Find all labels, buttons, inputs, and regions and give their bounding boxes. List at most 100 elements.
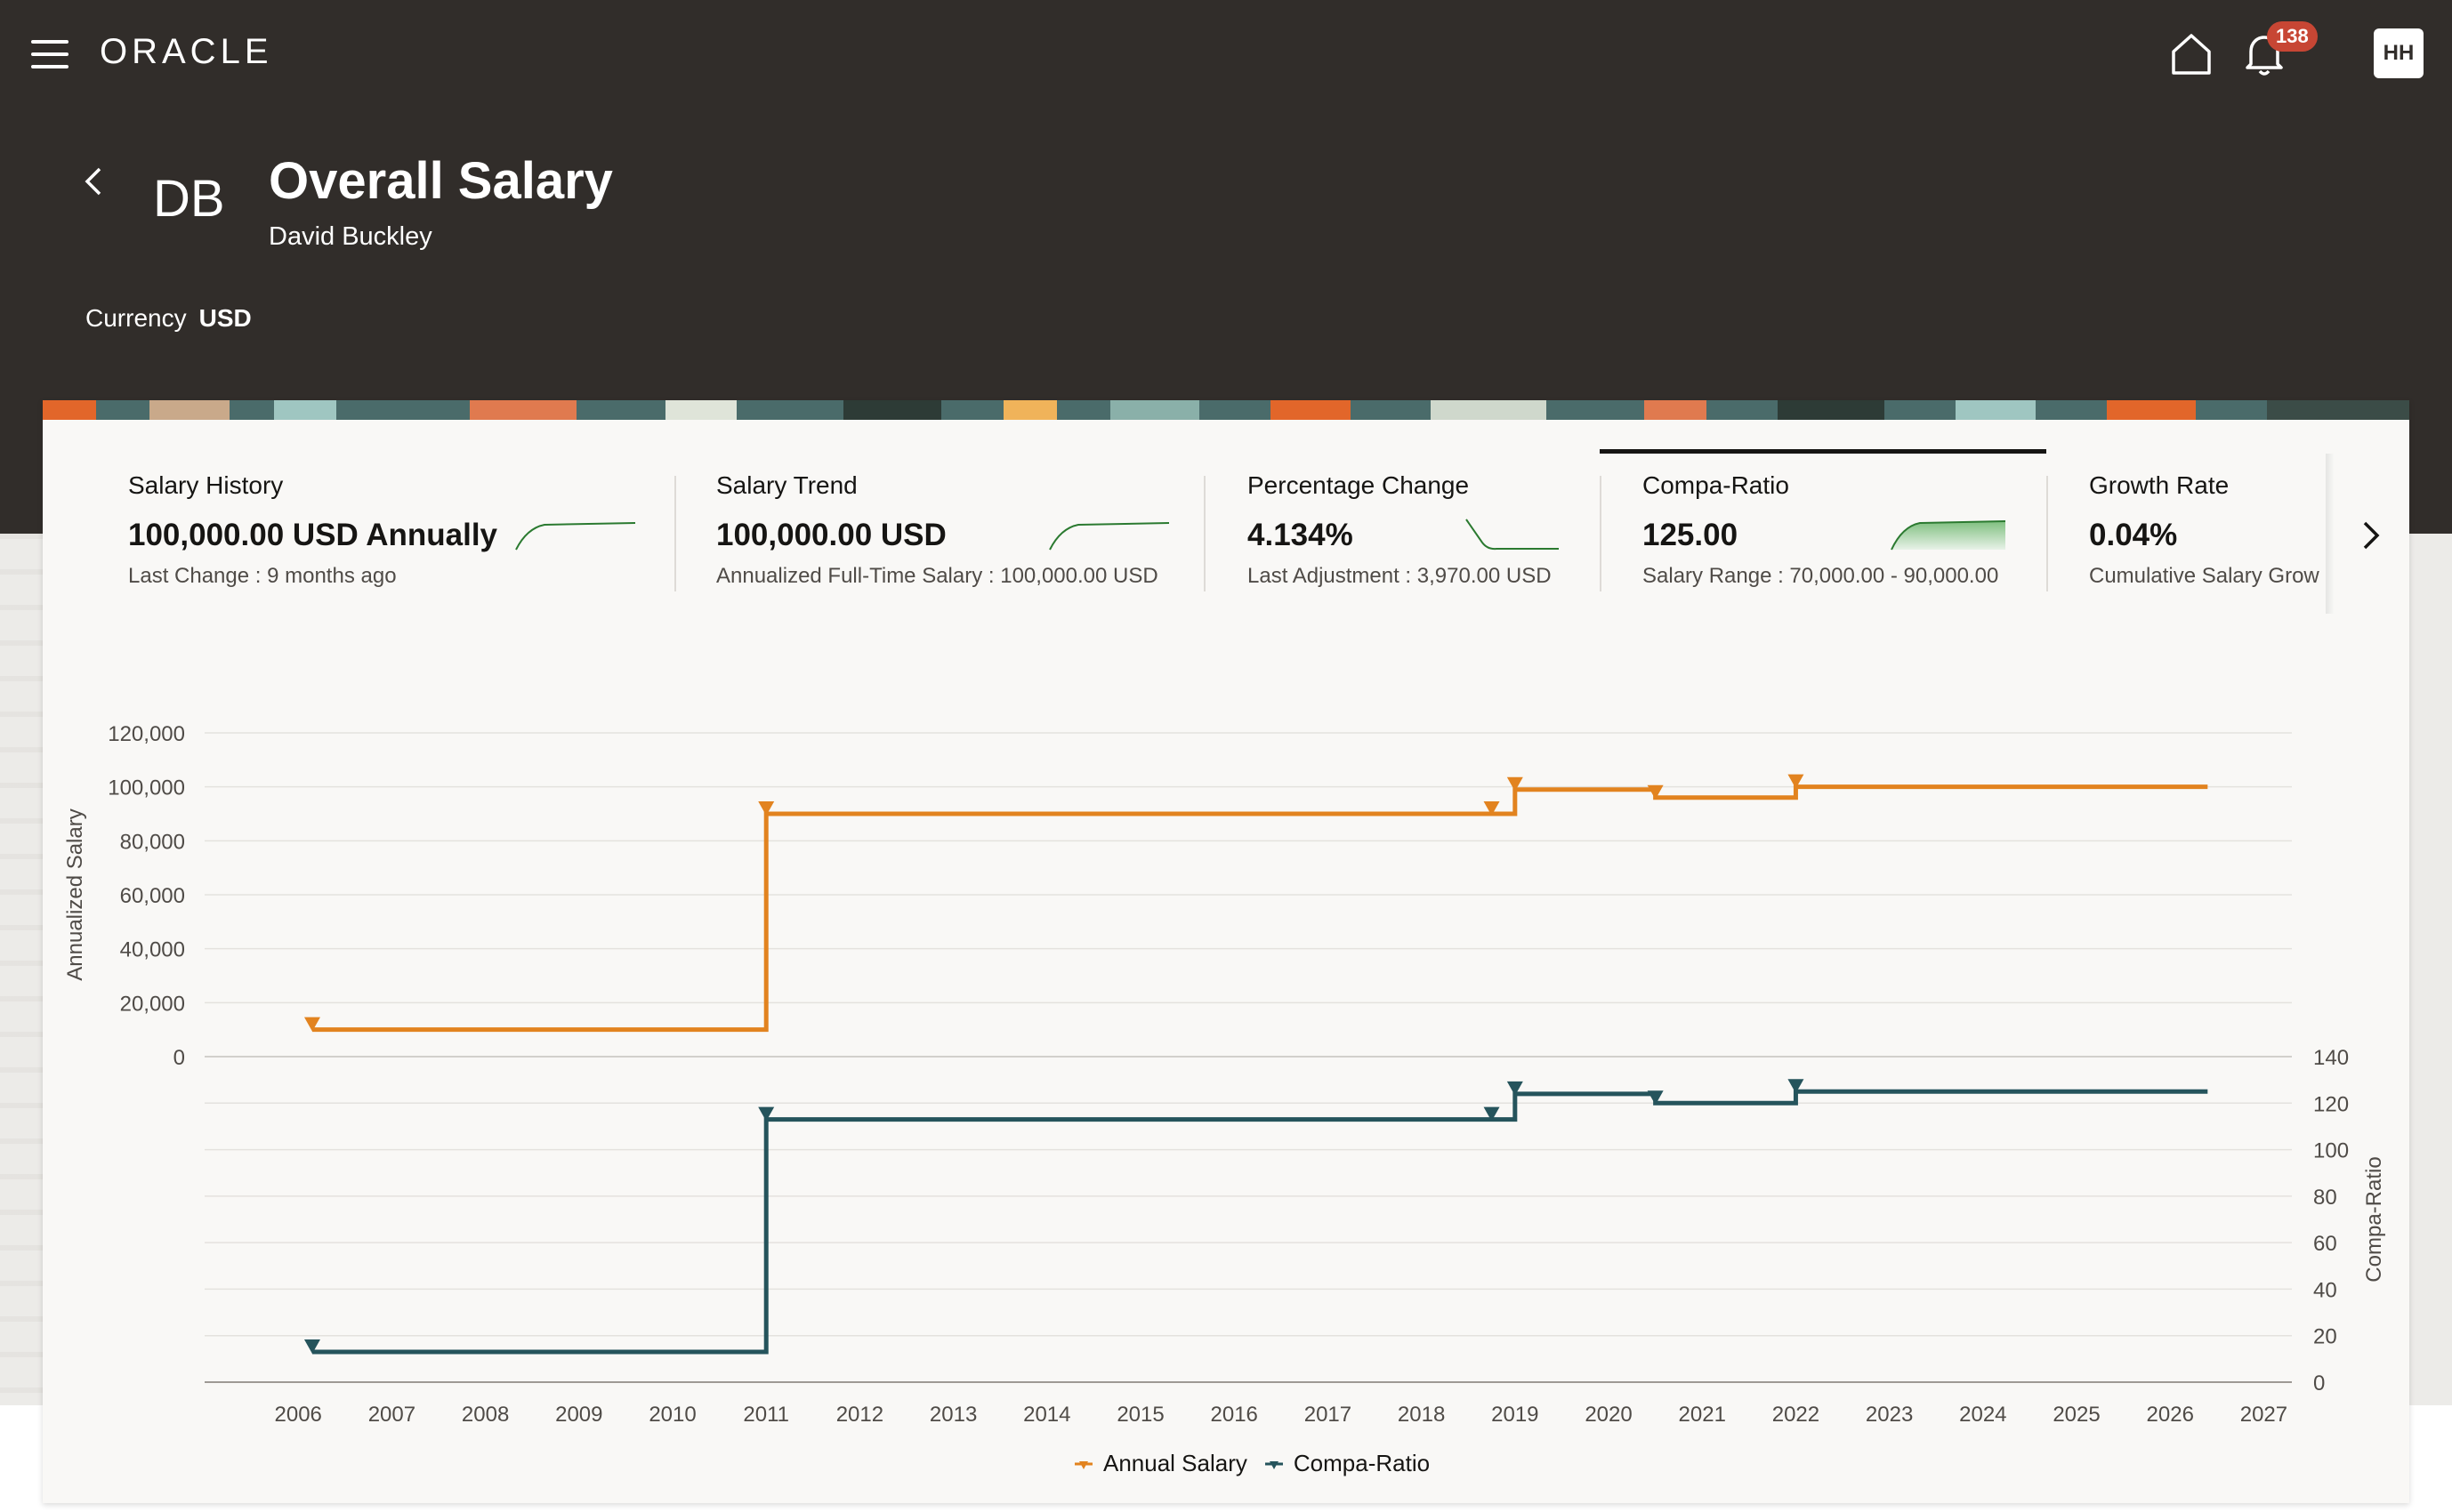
- metric-subtext: Salary Range : 70,000.00 - 90,000.00: [1642, 564, 1999, 588]
- sparkline-salary-history: [515, 522, 636, 551]
- metric-compa-ratio[interactable]: Compa-Ratio 125.00 Salary Range : 70,000…: [1642, 471, 1998, 589]
- metric-subtext: Last Change : 9 months ago: [128, 564, 397, 588]
- x-tick-label: 2017: [1304, 1403, 1351, 1427]
- data-point-marker: [1647, 1090, 1664, 1106]
- metric-divider: [2046, 476, 2048, 591]
- data-point-marker: [1506, 1081, 1523, 1096]
- x-tick-label: 2021: [1679, 1403, 1726, 1427]
- metric-value: 100,000.00 USD Annually: [128, 518, 498, 552]
- x-tick-label: 2020: [1585, 1403, 1632, 1427]
- x-tick-label: 2018: [1398, 1403, 1445, 1427]
- legend-label: Compa-Ratio: [1293, 1450, 1431, 1476]
- metric-value: 125.00: [1642, 518, 1738, 552]
- data-point-marker: [303, 1017, 320, 1032]
- page-title: Overall Salary: [269, 152, 613, 210]
- home-icon[interactable]: [2169, 32, 2214, 76]
- data-point-marker: [1483, 801, 1500, 816]
- x-tick-label: 2022: [1772, 1403, 1819, 1427]
- data-point-marker: [1787, 774, 1804, 789]
- x-tick-label: 2007: [368, 1403, 415, 1427]
- metric-value: 100,000.00 USD: [716, 518, 947, 552]
- y2-axis-label: Compa-Ratio: [2362, 1156, 2386, 1282]
- y2-tick-label: 40: [2313, 1278, 2337, 1302]
- currency-value: USD: [198, 304, 252, 332]
- x-tick-label: 2008: [462, 1403, 509, 1427]
- metric-title: Salary Trend: [716, 471, 858, 499]
- y-tick-label: 120,000: [108, 722, 185, 746]
- chevron-right-icon[interactable]: [2358, 518, 2384, 553]
- oracle-logo[interactable]: ORACLE: [100, 32, 273, 71]
- hamburger-menu-icon[interactable]: [31, 40, 69, 68]
- salary-chart: 0 20,000 40,000 60,000 80,000 100,000 120,000 A…: [63, 722, 2386, 1427]
- x-tick-label: 2023: [1866, 1403, 1913, 1427]
- sparkline-compa-ratio: [1891, 520, 2006, 551]
- x-tick-label: 2015: [1117, 1403, 1164, 1427]
- data-point-marker: [303, 1339, 320, 1355]
- legend-item-compa-ratio[interactable]: Compa-Ratio: [1264, 1450, 1431, 1477]
- metric-value: 0.04%: [2089, 518, 2178, 552]
- x-tick-label: 2006: [275, 1403, 322, 1427]
- y2-tick-label: 140: [2313, 1046, 2349, 1070]
- metric-subtext: Cumulative Salary Grow: [2089, 564, 2319, 588]
- salary-card: Salary History 100,000.00 USD Annually L…: [43, 400, 2409, 1503]
- y-tick-label: 100,000: [108, 776, 185, 800]
- metric-title: Salary History: [128, 471, 284, 499]
- metric-subtext: Annualized Full-Time Salary : 100,000.00…: [716, 564, 1158, 588]
- metric-title: Compa-Ratio: [1642, 471, 1789, 499]
- metric-divider: [1204, 476, 1206, 591]
- x-tick-label: 2024: [1959, 1403, 2006, 1427]
- x-tick-label: 2019: [1491, 1403, 1538, 1427]
- y-tick-label: 80,000: [120, 830, 185, 854]
- metric-divider: [1600, 476, 1601, 591]
- decorative-banner: [43, 400, 2409, 420]
- metric-salary-trend[interactable]: Salary Trend 100,000.00 USD Annualized F…: [716, 471, 1158, 589]
- data-point-marker: [1787, 1079, 1804, 1094]
- legend-item-annual-salary[interactable]: Annual Salary: [1075, 1450, 1247, 1477]
- y2-tick-label: 0: [2313, 1371, 2325, 1395]
- metric-growth-rate[interactable]: Growth Rate 0.04% Cumulative Salary Grow: [2089, 471, 2320, 589]
- user-avatar[interactable]: HH: [2374, 28, 2424, 78]
- y-tick-label: 60,000: [120, 884, 185, 908]
- y2-tick-label: 20: [2313, 1325, 2337, 1349]
- x-tick-label: 2016: [1211, 1403, 1258, 1427]
- series-line: [311, 1089, 2208, 1355]
- y2-tick-label: 120: [2313, 1092, 2349, 1116]
- y-tick-label: 20,000: [120, 992, 185, 1016]
- metric-divider: [674, 476, 676, 591]
- y-tick-label: 0: [173, 1046, 185, 1070]
- x-tick-label: 2009: [555, 1403, 602, 1427]
- data-point-marker: [758, 801, 775, 816]
- x-tick-label: 2027: [2240, 1403, 2287, 1427]
- y2-tick-label: 80: [2313, 1186, 2337, 1210]
- selected-tab-indicator: [1600, 449, 2046, 454]
- y-axis-label: Annualized Salary: [63, 808, 87, 980]
- y-tick-label: 40,000: [120, 938, 185, 962]
- currency-label: Currency: [85, 304, 187, 332]
- bell-icon[interactable]: [2242, 30, 2287, 76]
- x-tick-label: 2026: [2147, 1403, 2194, 1427]
- series-line: [311, 784, 2208, 1033]
- x-tick-label: 2013: [930, 1403, 977, 1427]
- x-tick-label: 2012: [836, 1403, 883, 1427]
- x-tick-label: 2014: [1023, 1403, 1070, 1427]
- x-tick-label: 2010: [649, 1403, 696, 1427]
- metric-subtext: Last Adjustment : 3,970.00 USD: [1247, 564, 1552, 588]
- metric-salary-history[interactable]: Salary History 100,000.00 USD Annually L…: [128, 471, 497, 589]
- metric-percentage-change[interactable]: Percentage Change 4.134% Last Adjustment…: [1247, 471, 1552, 589]
- back-chevron-icon[interactable]: [78, 165, 110, 197]
- currency-display: Currency USD: [85, 304, 252, 333]
- metric-title: Percentage Change: [1247, 471, 1470, 499]
- x-tick-label: 2025: [2053, 1403, 2100, 1427]
- data-point-marker: [1506, 776, 1523, 792]
- chart-legend: Annual Salary Compa-Ratio: [1075, 1450, 1448, 1477]
- y2-tick-label: 60: [2313, 1232, 2337, 1256]
- x-tick-label: 2011: [743, 1403, 789, 1427]
- scroll-shadow: [2326, 454, 2335, 614]
- notification-badge: 138: [2267, 21, 2318, 52]
- data-point-marker: [1647, 784, 1664, 800]
- data-point-marker: [758, 1106, 775, 1122]
- person-initials: DB: [153, 170, 225, 228]
- data-point-marker: [1483, 1106, 1500, 1122]
- metric-value: 4.134%: [1247, 518, 1353, 552]
- person-name: David Buckley: [269, 222, 432, 251]
